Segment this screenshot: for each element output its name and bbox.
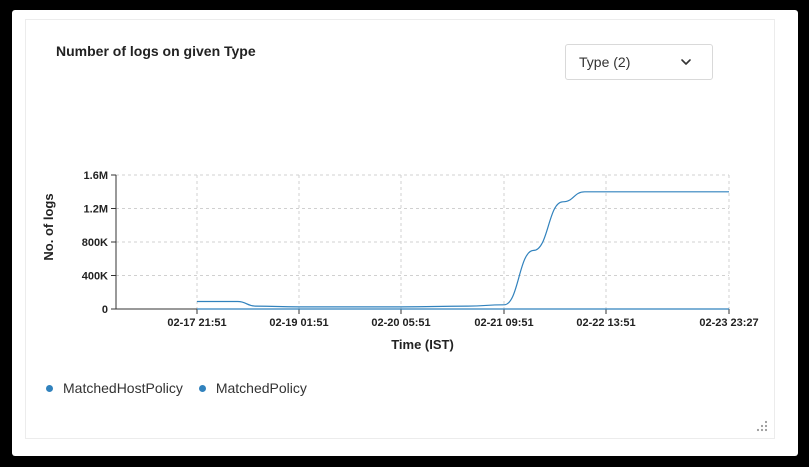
series-line-matchedpolicy [196,191,729,308]
y-tick-label: 800K [82,237,108,249]
legend-label: MatchedHostPolicy [63,380,183,396]
chevron-down-icon [681,59,691,65]
x-tick-label: 02-20 05:51 [371,317,430,329]
x-tick-label: 02-17 21:51 [167,317,226,329]
resize-handle-icon[interactable] [756,420,768,432]
type-dropdown[interactable]: Type (2) [565,44,713,80]
y-tick-label: 1.6M [84,170,108,182]
legend-dot-icon [46,384,53,392]
window-frame: Number of logs on given Type Type (2) 0 4… [12,10,798,456]
line-chart: 0 400K 800K 1.2M 1.6M 02-17 21:51 02-19 01:51 0… [41,170,759,352]
x-tick-label: 02-19 01:51 [269,317,328,329]
x-tick-label: 02-23 23:27 [699,317,758,329]
y-axis-label: No. of logs [41,193,56,260]
legend-item-matchedhostpolicy[interactable]: MatchedHostPolicy [46,380,183,396]
y-tick-label: 400K [82,271,108,283]
chart-title: Number of logs on given Type [56,43,256,59]
legend-dot-icon [198,384,206,392]
x-tick-label: 02-22 13:51 [576,317,635,329]
y-tick-label: 0 [102,304,108,316]
chart-panel: Number of logs on given Type Type (2) 0 4… [25,19,775,439]
legend-item-matchedpolicy[interactable]: MatchedPolicy [198,380,307,396]
x-tick-label: 02-21 09:51 [474,317,533,329]
chart-legend: MatchedHostPolicy MatchedPolicy [46,380,323,396]
legend-label: MatchedPolicy [215,380,307,396]
type-dropdown-label: Type (2) [579,54,631,70]
y-tick-label: 1.2M [84,204,108,216]
x-axis-label: Time (IST) [391,337,454,352]
